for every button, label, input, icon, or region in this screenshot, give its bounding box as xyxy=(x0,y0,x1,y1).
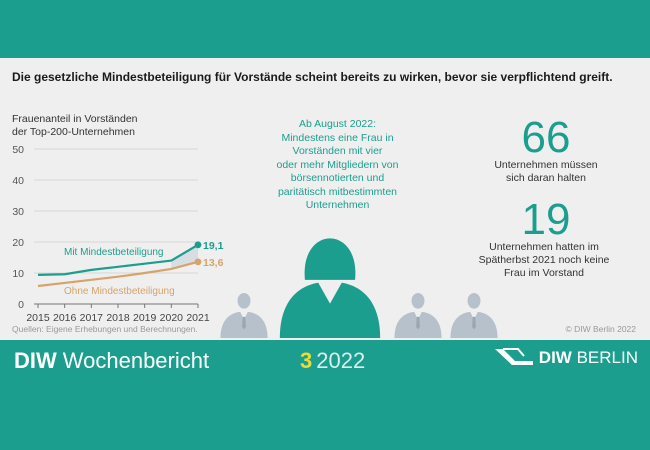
rule-line-7: Unternehmen xyxy=(305,199,370,211)
issue-num: 3 xyxy=(300,348,313,373)
rule-line-5: börsennotierten und xyxy=(290,172,385,184)
y-tick-label: 0 xyxy=(18,299,24,311)
logo-rest: BERLIN xyxy=(576,348,638,367)
stat-19-text: Unternehmen hatten im Spätherbst 2021 no… xyxy=(469,241,619,280)
chart-grid: 0 10 20 30 40 50 xyxy=(12,144,198,311)
y-axis-label-line-2: der Top-200-Unternehmen xyxy=(12,126,135,138)
headline: Die gesetzliche Mindestbeteiligung für V… xyxy=(12,70,613,84)
stat-66-text: Unternehmen müssen sich daran halten xyxy=(471,159,621,185)
diw-berlin-logo: DIW BERLIN xyxy=(494,348,638,368)
stat-19-line-3: Frau im Vorstand xyxy=(504,267,584,279)
chart-series: Mit Mindestbeteiligung 19,1 Ohne Mindestbe… xyxy=(37,240,224,297)
end-label-1: 13,6 xyxy=(203,257,224,269)
x-tick-label: 2017 xyxy=(80,312,104,324)
x-tick-label: 2015 xyxy=(26,312,50,324)
x-tick-label: 2018 xyxy=(106,312,130,324)
issue-year: 2022 xyxy=(316,348,366,373)
brand-title: DIW Wochenbericht xyxy=(14,348,209,374)
y-tick-label: 20 xyxy=(12,237,24,249)
end-label-0: 19,1 xyxy=(203,240,224,252)
x-tick-label: 2019 xyxy=(133,312,157,324)
stat-66-value: 66 xyxy=(521,113,571,162)
person-silhouettes xyxy=(220,238,498,338)
stat-66-line-1: Unternehmen müssen xyxy=(494,159,598,171)
x-ticks: 2015 2016 2017 2018 2019 2020 2021 xyxy=(26,304,210,324)
rule-line-1: Ab August 2022: xyxy=(298,118,377,130)
y-tick-label: 40 xyxy=(12,175,24,187)
top-band xyxy=(0,0,650,58)
rule-line-3: Vorständen mit vier xyxy=(292,145,383,157)
rule-description: Ab August 2022: Mindestens eine Frau in … xyxy=(250,118,425,213)
y-axis-label: Frauenanteil in Vorständen der Top-200-U… xyxy=(12,113,182,139)
series-point-end-0 xyxy=(194,241,202,249)
y-tick-label: 50 xyxy=(12,144,24,156)
series-point-end-1 xyxy=(194,258,202,266)
diw-logo-icon xyxy=(495,348,534,365)
infographic-panel: Die gesetzliche Mindestbeteiligung für V… xyxy=(0,58,650,340)
x-tick-label: 2020 xyxy=(160,312,184,324)
rule-line-6: paritätisch mitbestimmten xyxy=(277,185,398,198)
x-tick-label: 2016 xyxy=(53,312,77,324)
stat-19-line-2: Spätherbst 2021 noch keine xyxy=(478,254,610,266)
footer-bar: DIW Wochenbericht 3 2022 DIW BERLIN xyxy=(0,340,650,450)
stat-19-line-1: Unternehmen hatten im xyxy=(489,241,599,253)
brand-rest: Wochenbericht xyxy=(62,348,210,373)
issue-number: 3 2022 xyxy=(300,348,365,374)
y-tick-label: 30 xyxy=(12,206,24,218)
copyright: © DIW Berlin 2022 xyxy=(565,324,636,334)
stat-66-line-2: sich daran halten xyxy=(506,172,586,184)
y-axis-label-line-1: Frauenanteil in Vorständen xyxy=(12,113,138,125)
person-silhouette-3 xyxy=(450,292,498,338)
source-note: Quellen: Eigene Erhebungen und Berechnun… xyxy=(12,324,198,334)
series-line-1 xyxy=(37,260,199,288)
person-silhouette-1 xyxy=(220,292,268,338)
series-line-0 xyxy=(37,243,199,276)
stat-19-value: 19 xyxy=(521,195,571,244)
y-tick-label: 10 xyxy=(12,268,24,280)
rule-line-2: Mindestens eine Frau in xyxy=(281,131,394,144)
person-silhouette-2 xyxy=(394,292,442,338)
woman-silhouette xyxy=(279,238,381,338)
logo-bold: DIW xyxy=(538,348,572,367)
line-chart: 0 10 20 30 40 50 Mit Mindestbeteiligung 19,1 Oh… xyxy=(12,144,498,338)
x-tick-label: 2021 xyxy=(186,312,210,324)
series-name-1: Ohne Mindestbeteiligung xyxy=(64,286,175,297)
series-name-0: Mit Mindestbeteiligung xyxy=(64,247,164,258)
rule-line-4: oder mehr Mitgliedern von xyxy=(276,158,399,171)
brand-bold: DIW xyxy=(14,348,57,373)
